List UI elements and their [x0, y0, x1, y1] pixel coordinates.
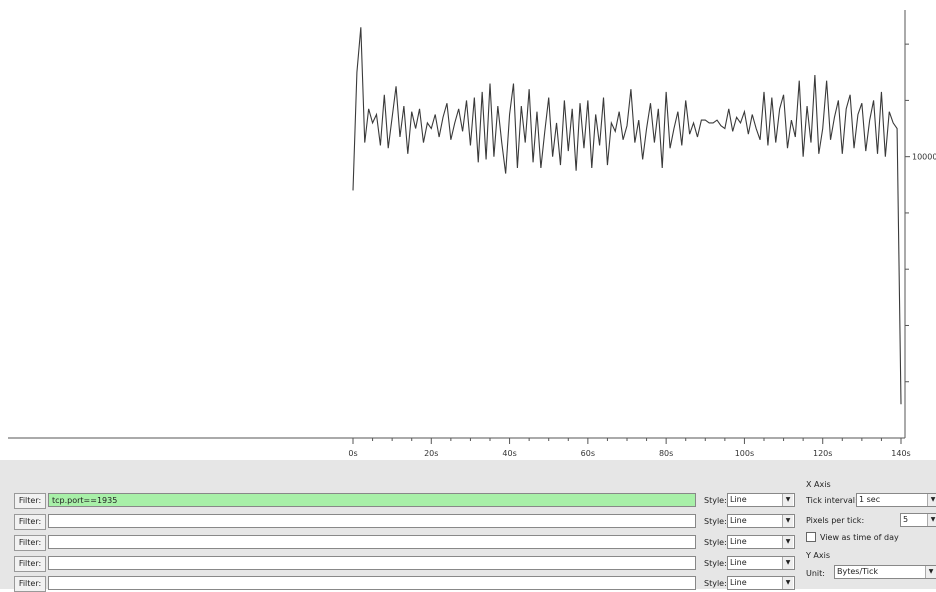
x-tick-label: 80s: [659, 449, 673, 458]
style-select[interactable]: Line: [727, 535, 795, 549]
filter-input[interactable]: [48, 535, 696, 549]
x-tick-label: 0s: [348, 449, 357, 458]
x-tick-label: 120s: [813, 449, 832, 458]
group-title: X Axis: [806, 480, 831, 489]
label: View as time of day: [820, 533, 899, 542]
group-title: Y Axis: [806, 551, 831, 560]
filter-button[interactable]: Filter:: [14, 556, 46, 572]
style-label: Style:: [704, 517, 727, 526]
unit-select[interactable]: Bytes/Tick: [834, 565, 936, 579]
filter-button[interactable]: Filter:: [14, 493, 46, 509]
style-label: Style:: [704, 579, 727, 588]
tick-interval-select[interactable]: 1 sec: [856, 493, 936, 507]
graph-row: Filter: tcp.port==1935 Style: Line: [14, 493, 796, 509]
filter-input[interactable]: [48, 514, 696, 528]
pixels-select[interactable]: 5: [900, 513, 936, 527]
style-label: Style:: [704, 496, 727, 505]
x-tick-label: 40s: [502, 449, 516, 458]
control-panel: X Axis Tick interval: 1 sec Pixels per t…: [0, 460, 936, 592]
style-label: Style:: [704, 559, 727, 568]
label: Unit:: [806, 569, 825, 578]
filter-input[interactable]: [48, 576, 696, 590]
x-tick-label: 100s: [735, 449, 754, 458]
checkbox[interactable]: [806, 532, 816, 542]
data-line: [352, 27, 902, 405]
style-select[interactable]: Line: [727, 493, 795, 507]
x-tick-label: 20s: [424, 449, 438, 458]
style-label: Style:: [704, 538, 727, 547]
graph-row: Filter: Style: Line: [14, 514, 796, 530]
chart: 0s 20s 40s 60s 80s 100s 120s 140s 10000: [8, 10, 936, 458]
label: Pixels per tick:: [806, 516, 865, 525]
graph-row: Filter: Style: Line: [14, 556, 796, 572]
filter-input[interactable]: tcp.port==1935: [48, 493, 696, 507]
x-tick-label: 140s: [891, 449, 910, 458]
style-select[interactable]: Line: [727, 514, 795, 528]
x-tick-label: 60s: [581, 449, 595, 458]
y-tick-label: 10000: [912, 153, 936, 162]
style-select[interactable]: Line: [727, 556, 795, 570]
filter-button[interactable]: Filter:: [14, 514, 46, 530]
filter-input[interactable]: [48, 556, 696, 570]
filter-button[interactable]: Filter:: [14, 576, 46, 592]
style-select[interactable]: Line: [727, 576, 795, 590]
graph-row: Filter: Style: Line: [14, 535, 796, 551]
filter-button[interactable]: Filter:: [14, 535, 46, 551]
label: Tick interval:: [806, 496, 858, 505]
